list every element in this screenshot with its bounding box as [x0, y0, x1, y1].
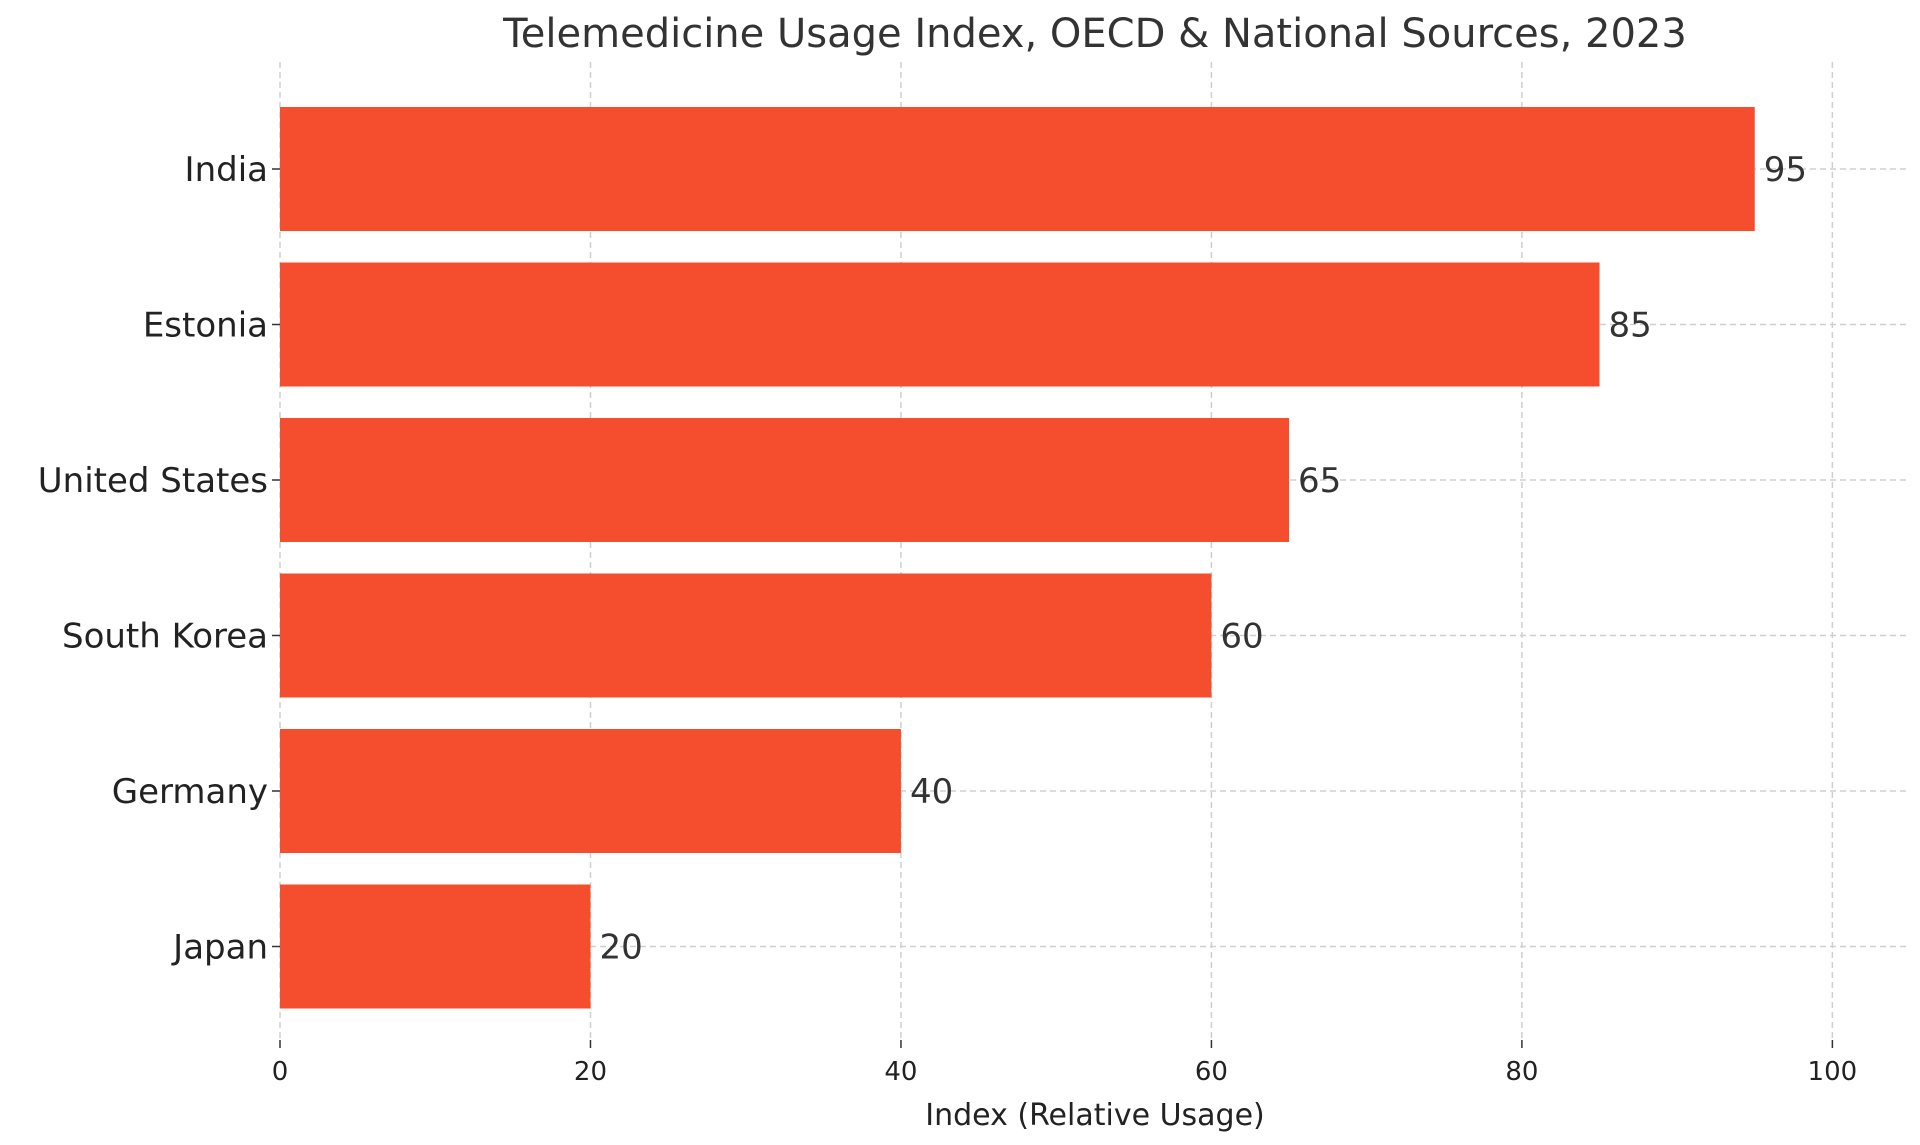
category-label: Germany: [112, 772, 268, 812]
value-label: 60: [1220, 617, 1263, 657]
label-layer: 0 20 40 60 80 100 India 95 Estonia 85 United State…: [38, 150, 1857, 1087]
value-label: 40: [910, 772, 953, 812]
bar-south-korea: [280, 573, 1212, 698]
value-label: 85: [1609, 306, 1652, 346]
x-axis-label: Index (Relative Usage): [925, 1098, 1265, 1133]
x-tick-label: 0: [272, 1057, 289, 1087]
x-tick-label: 40: [884, 1057, 917, 1087]
category-label: Japan: [171, 928, 268, 968]
value-label: 65: [1298, 461, 1341, 501]
value-label: 95: [1764, 150, 1807, 190]
bar-japan: [280, 884, 591, 1009]
x-tick-label: 100: [1808, 1057, 1858, 1087]
category-label: Estonia: [143, 306, 268, 346]
bar-india: [280, 107, 1755, 231]
x-tick-label: 20: [574, 1057, 607, 1087]
bar-layer: [280, 107, 1755, 1009]
category-label: United States: [38, 461, 268, 501]
bar-germany: [280, 729, 901, 853]
x-tick-label: 60: [1195, 1057, 1228, 1087]
category-label: South Korea: [62, 617, 268, 657]
category-label: India: [185, 150, 268, 190]
x-tick-label: 80: [1505, 1057, 1538, 1087]
bar-estonia: [280, 262, 1600, 387]
value-label: 20: [599, 928, 642, 968]
chart-title: Telemedicine Usage Index, OECD & Nationa…: [502, 11, 1687, 57]
bar-united-states: [280, 418, 1290, 542]
